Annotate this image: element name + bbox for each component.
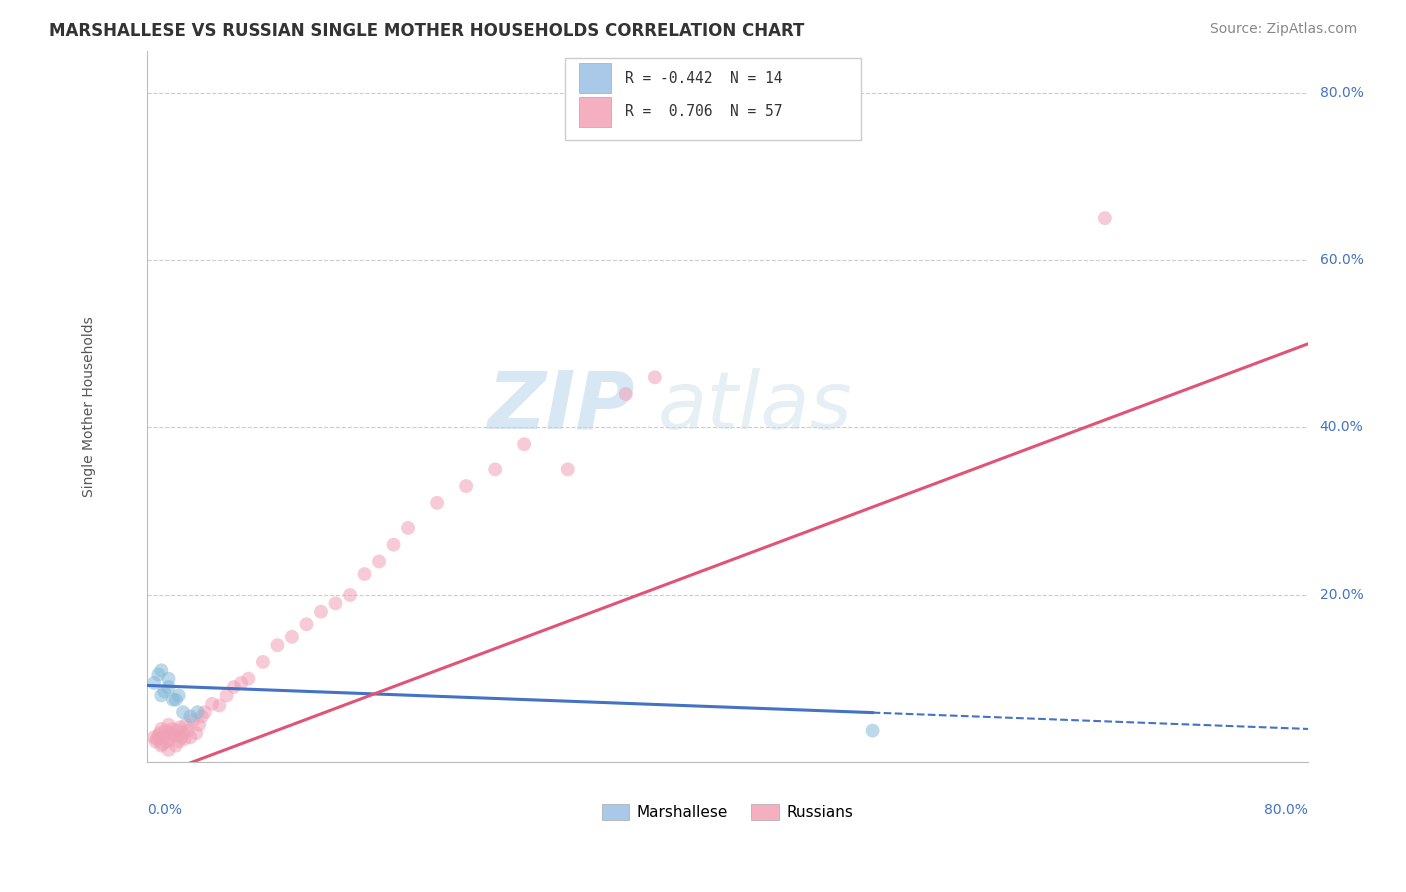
- Point: [426, 496, 449, 510]
- Point: [167, 734, 190, 748]
- Point: [614, 387, 637, 401]
- Point: [143, 676, 166, 690]
- Point: [238, 672, 260, 686]
- Point: [148, 729, 170, 743]
- Point: [173, 731, 195, 746]
- Point: [153, 684, 176, 698]
- Point: [382, 538, 405, 552]
- Point: [325, 596, 347, 610]
- Bar: [579, 63, 612, 94]
- Point: [149, 726, 172, 740]
- Point: [150, 722, 173, 736]
- Point: [165, 739, 187, 753]
- Point: [150, 739, 173, 753]
- Point: [557, 462, 579, 476]
- Point: [396, 521, 419, 535]
- Point: [456, 479, 478, 493]
- Point: [179, 709, 201, 723]
- Point: [309, 605, 332, 619]
- Point: [176, 723, 198, 738]
- Point: [208, 698, 231, 713]
- Text: ZIP: ZIP: [486, 368, 634, 446]
- Legend: Marshallese, Russians: Marshallese, Russians: [596, 797, 859, 826]
- Point: [353, 567, 375, 582]
- Point: [295, 617, 318, 632]
- Point: [172, 726, 194, 740]
- Point: [174, 718, 197, 732]
- Point: [179, 731, 201, 745]
- Text: 0.0%: 0.0%: [146, 803, 181, 817]
- Text: R =  0.706  N = 57: R = 0.706 N = 57: [626, 104, 783, 120]
- Point: [150, 663, 173, 677]
- Point: [163, 729, 186, 743]
- Point: [157, 672, 180, 686]
- Point: [266, 638, 288, 652]
- Text: 20.0%: 20.0%: [1320, 588, 1364, 602]
- Point: [162, 692, 184, 706]
- Point: [252, 655, 274, 669]
- Point: [167, 689, 190, 703]
- Point: [188, 718, 211, 732]
- Text: 40.0%: 40.0%: [1320, 420, 1364, 434]
- Point: [166, 723, 188, 738]
- Point: [170, 731, 193, 745]
- Point: [201, 697, 224, 711]
- Point: [339, 588, 361, 602]
- Point: [186, 726, 208, 740]
- Point: [1094, 211, 1116, 226]
- Text: MARSHALLESE VS RUSSIAN SINGLE MOTHER HOUSEHOLDS CORRELATION CHART: MARSHALLESE VS RUSSIAN SINGLE MOTHER HOU…: [49, 22, 804, 40]
- Point: [172, 705, 194, 719]
- Point: [143, 731, 166, 745]
- Point: [160, 726, 183, 740]
- Point: [187, 705, 209, 719]
- Point: [156, 734, 179, 748]
- Point: [162, 722, 184, 736]
- Text: 60.0%: 60.0%: [1320, 253, 1364, 267]
- Point: [644, 370, 666, 384]
- Point: [159, 731, 181, 746]
- Text: R = -0.442  N = 14: R = -0.442 N = 14: [626, 71, 783, 86]
- Point: [152, 737, 174, 751]
- Point: [169, 720, 191, 734]
- Point: [145, 734, 167, 748]
- Point: [153, 731, 176, 745]
- Point: [165, 692, 187, 706]
- Point: [222, 680, 245, 694]
- Point: [215, 689, 238, 703]
- Point: [191, 709, 214, 723]
- Text: Single Mother Households: Single Mother Households: [82, 316, 96, 497]
- Point: [862, 723, 884, 738]
- Point: [281, 630, 304, 644]
- Text: 80.0%: 80.0%: [1320, 86, 1364, 100]
- Point: [157, 680, 180, 694]
- Point: [368, 554, 391, 568]
- Text: atlas: atlas: [658, 368, 852, 446]
- Text: Source: ZipAtlas.com: Source: ZipAtlas.com: [1209, 22, 1357, 37]
- Point: [484, 462, 506, 476]
- Point: [231, 676, 253, 690]
- Point: [194, 705, 217, 719]
- Point: [157, 743, 180, 757]
- Point: [146, 731, 169, 746]
- Point: [513, 437, 536, 451]
- Text: 80.0%: 80.0%: [1264, 803, 1308, 817]
- Point: [157, 718, 180, 732]
- Point: [155, 723, 177, 738]
- Bar: [579, 97, 612, 127]
- Bar: [565, 58, 860, 140]
- Point: [150, 689, 173, 703]
- Point: [181, 714, 204, 728]
- Point: [148, 667, 170, 681]
